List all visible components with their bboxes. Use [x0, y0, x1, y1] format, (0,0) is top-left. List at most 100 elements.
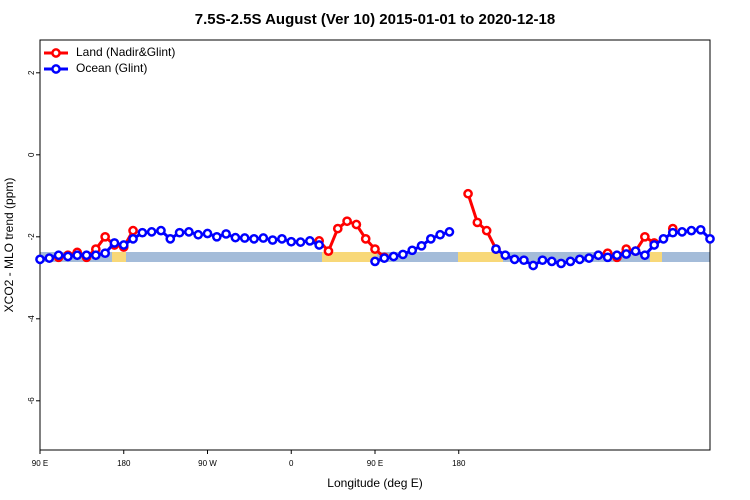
data-point	[332, 223, 343, 234]
data-point	[546, 256, 557, 267]
legend-label: Land (Nadir&Glint)	[76, 45, 175, 59]
legend: Land (Nadir&Glint) Ocean (Glint)	[44, 45, 175, 75]
data-point	[435, 229, 445, 240]
data-point	[584, 253, 594, 263]
data-point	[128, 225, 138, 236]
data-point	[137, 227, 148, 238]
data-point	[379, 253, 390, 263]
data-point	[593, 250, 604, 261]
data-point	[109, 238, 120, 248]
data-point	[146, 227, 157, 237]
data-point	[156, 225, 166, 236]
land-strip	[650, 252, 662, 262]
data-point	[90, 250, 101, 261]
data-point	[258, 233, 269, 243]
x-tick-label: 0	[289, 459, 294, 468]
data-point	[416, 240, 427, 251]
legend-marker	[51, 48, 61, 58]
data-point	[667, 227, 678, 238]
data-point	[528, 260, 539, 271]
x-tick-label: 90 W	[198, 459, 217, 468]
y-tick-label: 2	[27, 70, 36, 75]
data-point	[351, 219, 362, 230]
y-axis-label: XCO2 - MLO trend (ppm)	[2, 178, 16, 313]
y-tick-label: -6	[27, 397, 36, 405]
data-point	[211, 231, 222, 242]
data-point	[705, 234, 715, 244]
data-point	[249, 234, 259, 244]
legend-label: Ocean (Glint)	[76, 61, 147, 75]
data-point	[537, 255, 548, 266]
x-axis-label: Longitude (deg E)	[327, 476, 422, 490]
data-point	[472, 217, 483, 228]
data-point	[686, 225, 697, 236]
x-tick-label: 180	[452, 459, 466, 468]
data-point	[100, 248, 110, 259]
data-point	[370, 244, 380, 254]
data-point	[184, 227, 194, 237]
data-point	[602, 252, 613, 263]
data-point	[221, 229, 231, 239]
data-point	[425, 234, 436, 244]
data-point	[360, 234, 371, 244]
legend-marker	[51, 64, 61, 74]
data-point	[500, 250, 511, 261]
data-point	[444, 227, 455, 237]
data-point	[407, 245, 418, 256]
data-point	[193, 229, 204, 240]
data-point	[323, 246, 334, 256]
data-point	[295, 237, 306, 247]
data-point	[677, 227, 687, 237]
y-tick-label: 0	[27, 152, 36, 157]
series	[35, 224, 715, 271]
data-point	[398, 249, 408, 260]
data-point	[118, 240, 129, 250]
data-point	[63, 251, 73, 262]
data-point	[491, 244, 501, 254]
data-point	[286, 236, 297, 247]
data-point	[621, 249, 632, 259]
data-point	[128, 234, 138, 244]
data-point	[267, 235, 278, 245]
data-point	[463, 188, 473, 199]
data-point	[174, 227, 185, 238]
x-tick-label: 90 E	[32, 459, 48, 468]
data-point	[202, 228, 213, 239]
data-point	[53, 250, 64, 261]
data-point	[342, 216, 352, 227]
data-point	[574, 254, 585, 265]
y-tick-label: -2	[27, 233, 36, 241]
data-point	[370, 256, 380, 267]
data-point	[565, 256, 576, 267]
data-point	[388, 251, 399, 262]
x-tick-label: 180	[117, 459, 131, 468]
land-strip	[112, 252, 126, 262]
data-point	[658, 234, 669, 244]
data-point	[44, 253, 55, 263]
data-point	[640, 250, 650, 261]
data-point	[100, 231, 110, 242]
y-tick-label: -4	[27, 315, 36, 323]
data-point	[649, 240, 660, 250]
land-strip	[322, 252, 377, 262]
data-point	[630, 246, 641, 256]
data-point	[165, 234, 176, 244]
data-point	[612, 250, 622, 261]
data-point	[81, 250, 92, 261]
data-point	[314, 240, 325, 250]
data-point	[277, 234, 287, 244]
data-point	[305, 236, 315, 246]
data-point	[481, 225, 492, 236]
data-point	[35, 254, 45, 265]
data-point	[519, 255, 529, 266]
data-point	[72, 250, 83, 261]
data-point	[230, 232, 241, 243]
x-tick-label: 90 E	[367, 459, 383, 468]
data-point	[509, 254, 520, 265]
data-point	[640, 231, 650, 242]
land-strip	[458, 252, 503, 262]
data-point	[239, 233, 250, 243]
data-point	[695, 224, 706, 235]
chart-title: 7.5S-2.5S August (Ver 10) 2015-01-01 to …	[195, 11, 555, 28]
